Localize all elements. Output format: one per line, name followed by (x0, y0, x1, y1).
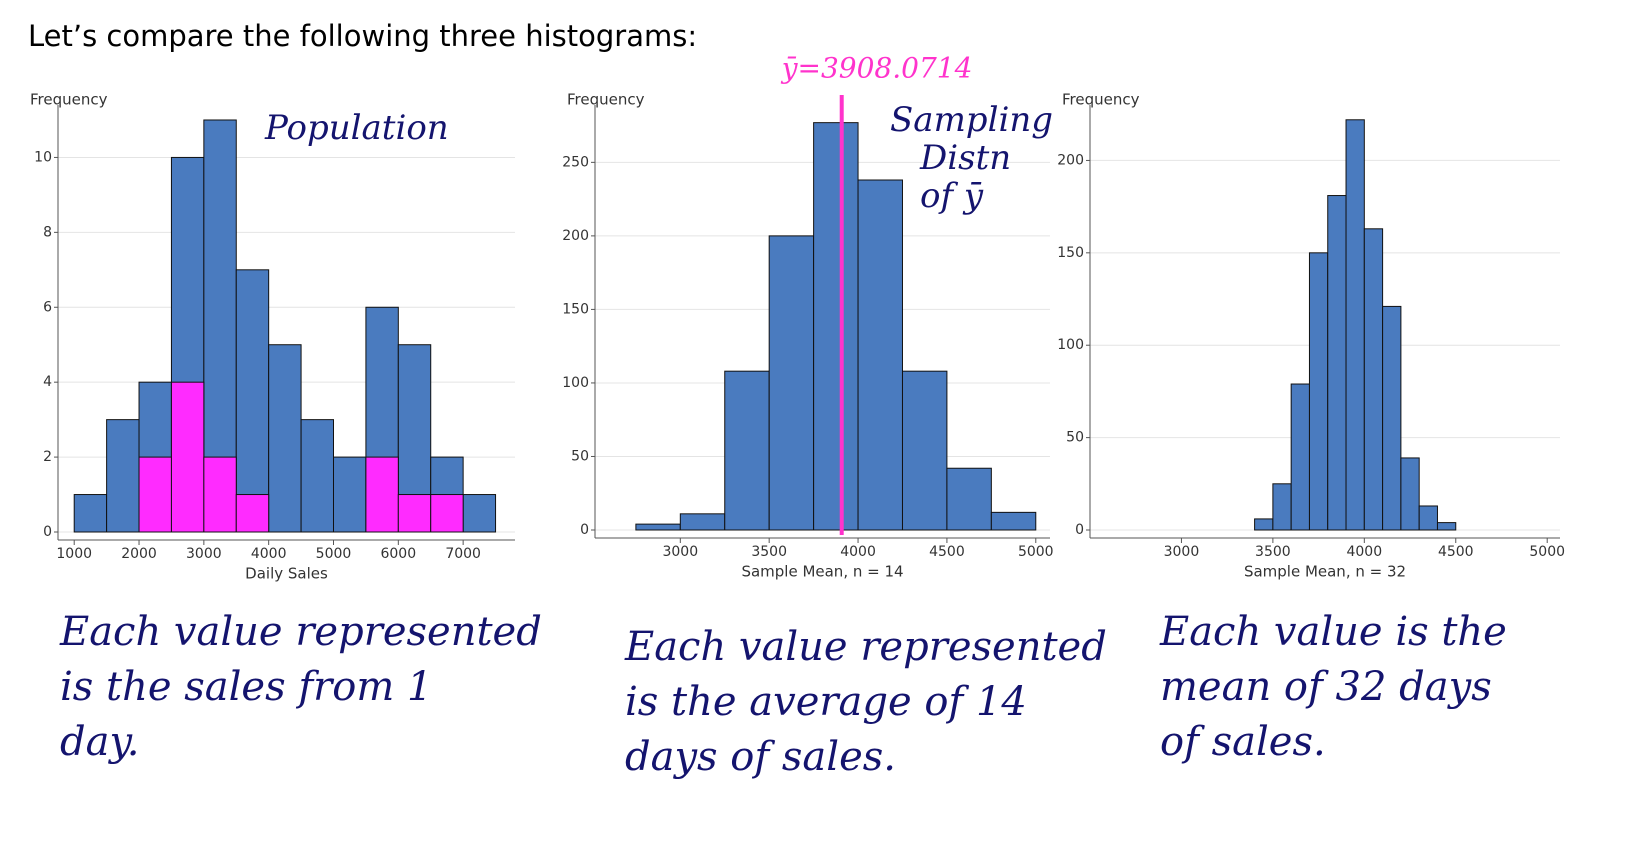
mean-label: ȳ=3908.0714 (780, 52, 973, 85)
bar (1436, 522, 1457, 531)
bar (138, 456, 172, 533)
x-tick-label: 4000 (251, 546, 287, 562)
x-axis-label: Daily Sales (245, 565, 328, 583)
bar (813, 122, 859, 531)
bar (679, 513, 726, 531)
bar (635, 523, 681, 531)
x-axis-label: Sample Mean, n = 14 (741, 563, 903, 581)
bar (1308, 252, 1329, 531)
caption-line: is the sales from 1 (60, 664, 432, 710)
caption-line: days of sales. (625, 734, 896, 780)
y-tick-label: 10 (34, 149, 52, 165)
y-tick-label: 6 (43, 299, 52, 315)
y-tick-label: 100 (1057, 337, 1084, 353)
caption-line: Each value represented (624, 624, 1107, 670)
y-tick-label: 250 (562, 154, 589, 170)
x-axis-label: Sample Mean, n = 32 (1244, 563, 1406, 581)
annotation: Population (264, 108, 449, 148)
caption-line: mean of 32 days (1160, 664, 1492, 710)
x-tick-label: 4000 (1346, 544, 1382, 560)
bar (203, 456, 237, 533)
bar (235, 494, 270, 533)
bar (1418, 505, 1438, 531)
bar (1290, 383, 1310, 531)
bar (332, 456, 367, 533)
bar (1272, 483, 1292, 531)
x-tick-label: 3000 (186, 546, 222, 562)
annotation: Sampling (890, 100, 1053, 140)
annotation: of ȳ (920, 176, 984, 216)
annotation: Distn (919, 138, 1011, 178)
x-tick-label: 5000 (1018, 544, 1054, 560)
x-tick-label: 5000 (316, 546, 352, 562)
bar (462, 494, 497, 533)
heading: Let’s compare the following three histog… (28, 19, 697, 53)
y-tick-label: 50 (1066, 430, 1084, 446)
y-tick-label: 0 (580, 522, 589, 538)
caption-line: Each value is the (1159, 609, 1507, 655)
y-tick-label: 8 (43, 224, 52, 240)
caption-line: Each value represented (59, 609, 542, 655)
bar (73, 494, 108, 533)
x-tick-label: 2000 (121, 546, 157, 562)
bar (901, 370, 948, 531)
bar (106, 419, 140, 533)
y-tick-label: 50 (571, 448, 589, 464)
x-tick-label: 3000 (662, 544, 698, 560)
x-tick-label: 4000 (840, 544, 876, 560)
x-tick-label: 3000 (1164, 544, 1200, 560)
y-axis-label: Frequency (30, 91, 108, 109)
x-tick-label: 1000 (56, 546, 92, 562)
bar (768, 235, 815, 531)
bar (430, 494, 464, 533)
y-tick-label: 150 (1057, 245, 1084, 261)
bar (397, 494, 432, 533)
caption-line: is the average of 14 (625, 679, 1027, 725)
y-tick-label: 200 (562, 228, 589, 244)
bar (1363, 228, 1384, 531)
caption-line: of sales. (1160, 719, 1326, 765)
x-tick-label: 5000 (1529, 544, 1565, 560)
bar (170, 381, 205, 533)
bar (1345, 119, 1365, 531)
y-axis-label: Frequency (567, 91, 645, 109)
y-tick-label: 2 (43, 449, 52, 465)
y-tick-label: 200 (1057, 152, 1084, 168)
bar (1327, 195, 1347, 531)
bar (990, 511, 1037, 531)
x-tick-label: 7000 (445, 546, 481, 562)
bar (365, 456, 399, 533)
bar (724, 370, 770, 531)
x-tick-label: 4500 (1438, 544, 1474, 560)
y-tick-label: 150 (562, 301, 589, 317)
bar (857, 179, 903, 531)
x-tick-label: 6000 (380, 546, 416, 562)
y-tick-label: 0 (1075, 522, 1084, 538)
y-tick-label: 100 (562, 375, 589, 391)
bar (1382, 305, 1402, 531)
x-tick-label: 3500 (1255, 544, 1291, 560)
bar (235, 269, 270, 533)
bar (1254, 518, 1274, 531)
caption-line: day. (60, 719, 139, 765)
bar (1400, 457, 1420, 531)
y-tick-label: 4 (43, 374, 52, 390)
y-tick-label: 0 (43, 524, 52, 540)
x-tick-label: 4500 (929, 544, 965, 560)
bar (300, 419, 334, 533)
bar (268, 344, 302, 533)
y-axis-label: Frequency (1062, 91, 1140, 109)
bar (946, 467, 992, 531)
x-tick-label: 3500 (751, 544, 787, 560)
